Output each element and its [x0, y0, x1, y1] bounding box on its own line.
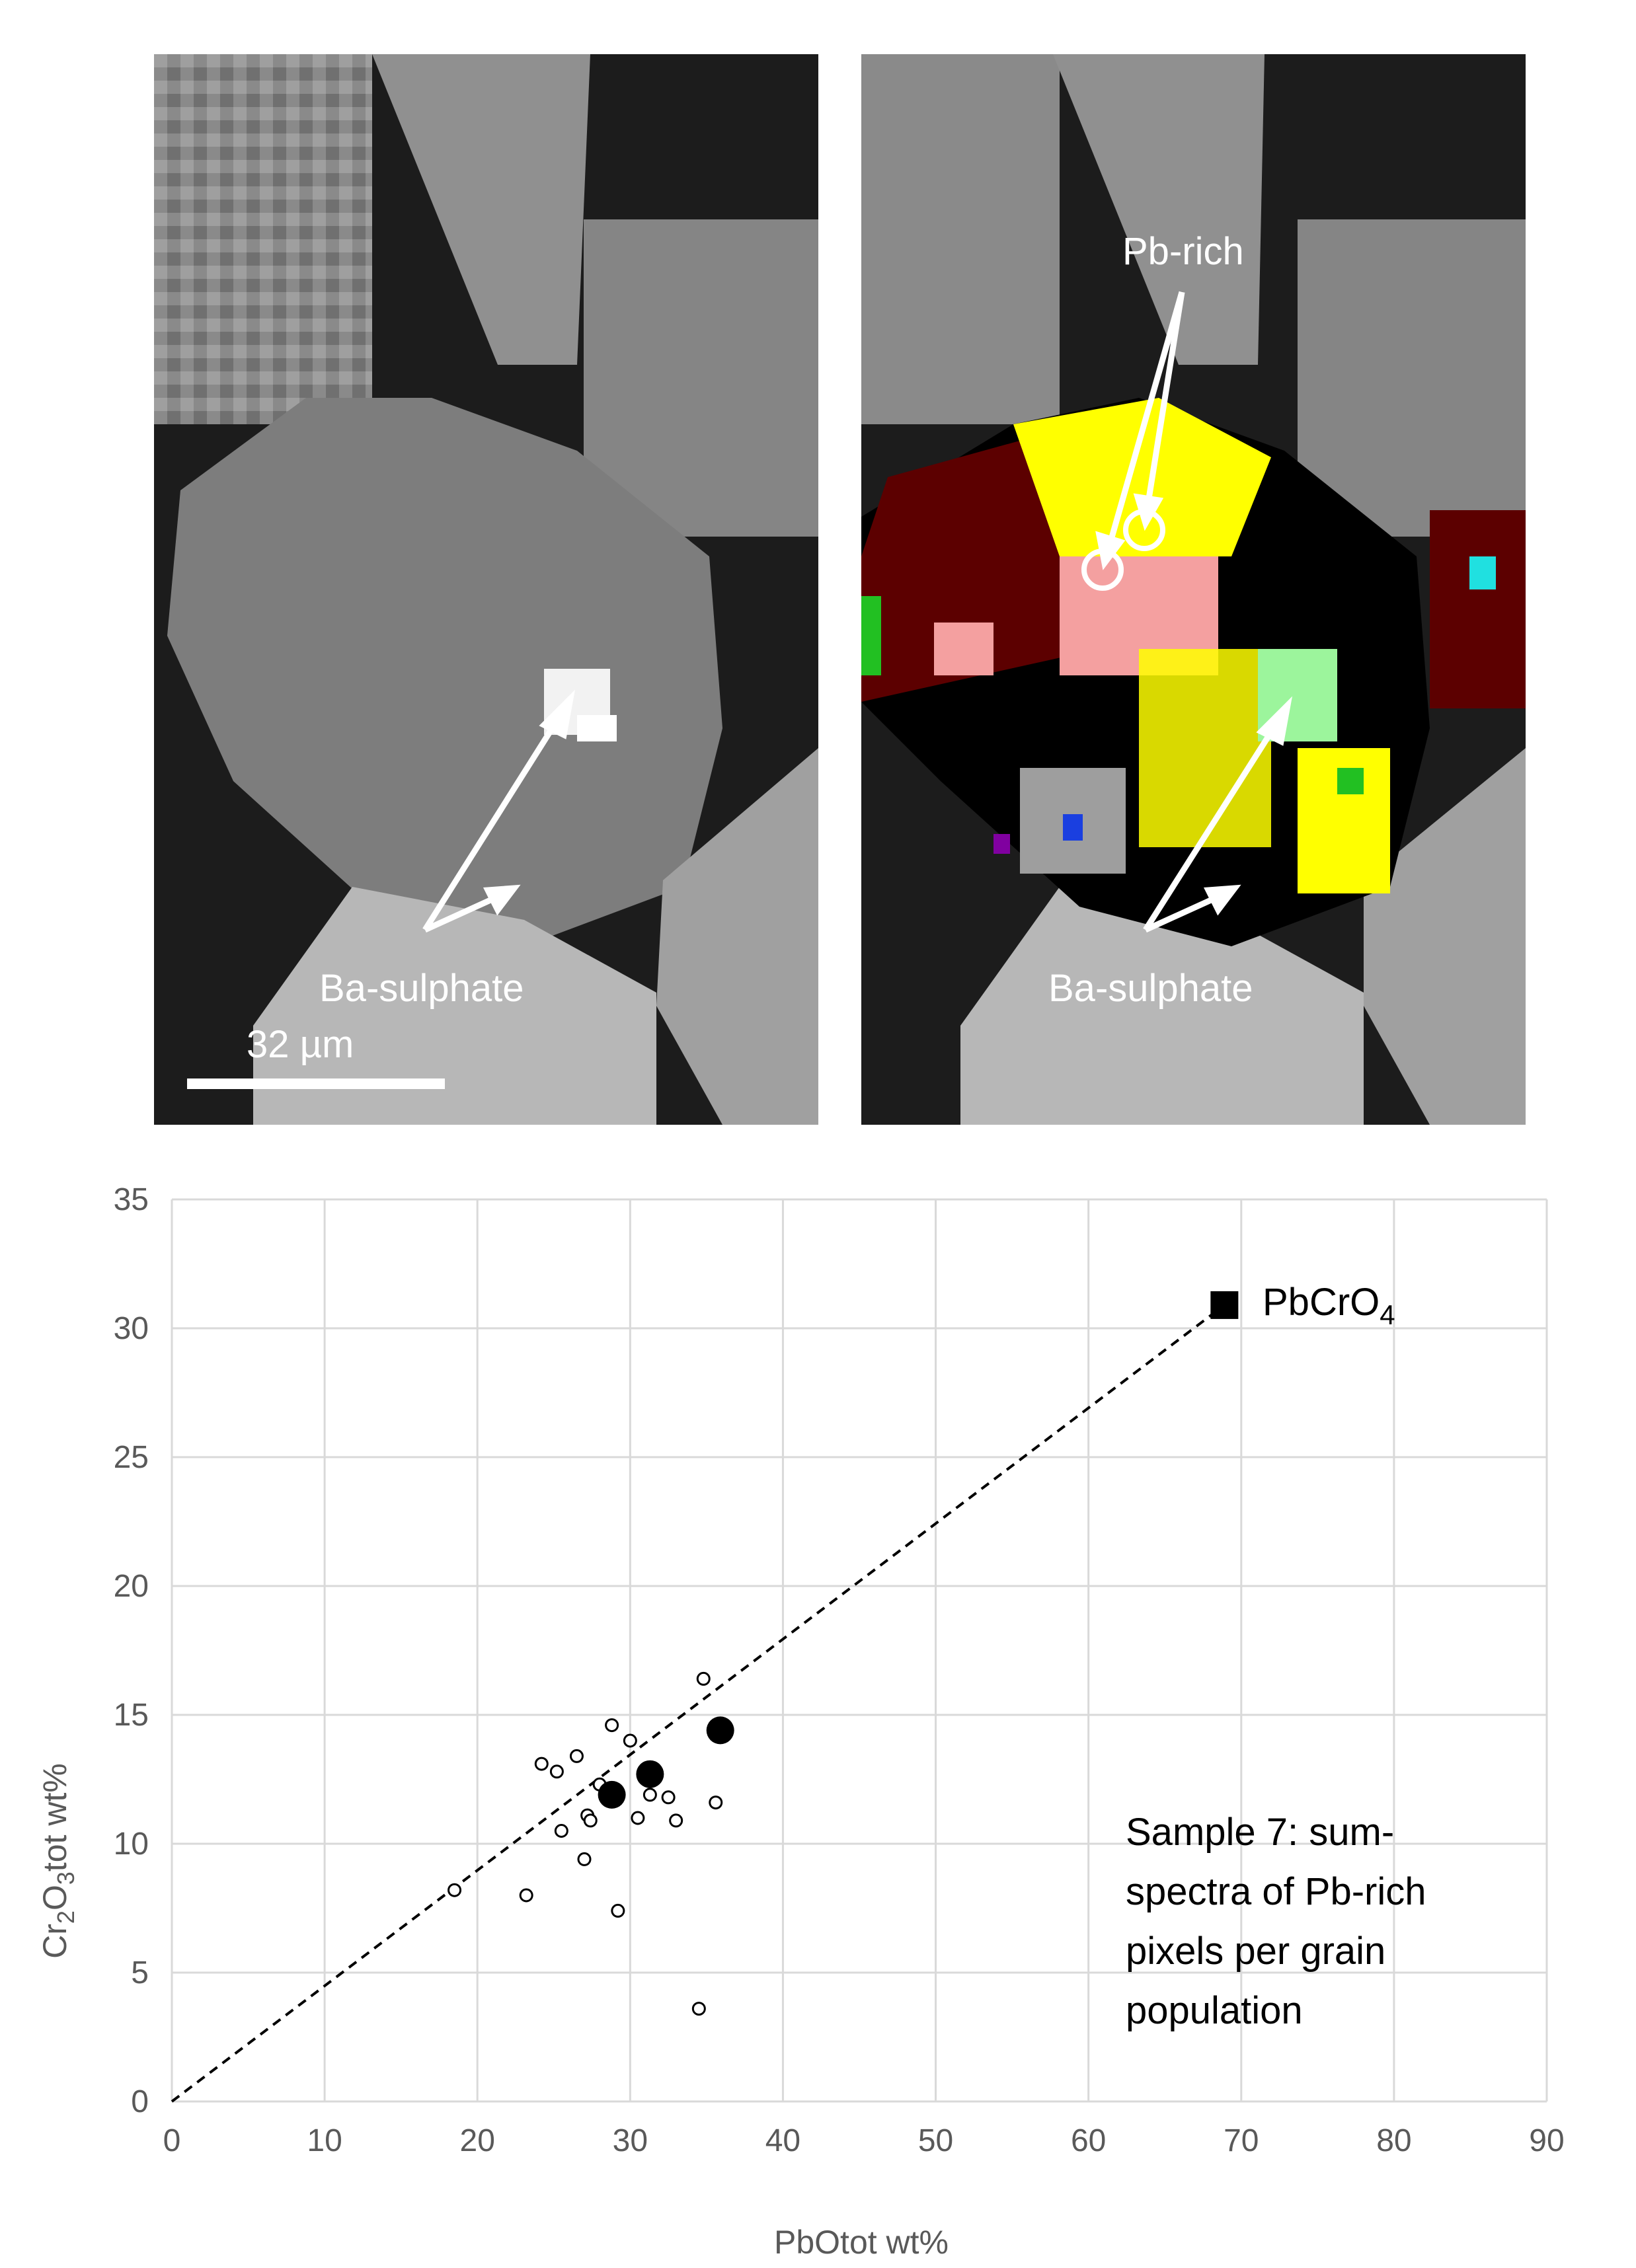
scatter-chart: 0 10 20 30 40 50 60 70 80 90 0 5 10 15 20 25 30 35 PbOto… [36, 1182, 1565, 2260]
point-square-0 [1210, 1291, 1239, 1319]
y-tick-label-1: 5 [131, 1955, 149, 1990]
y-tick-label-3: 15 [114, 1698, 149, 1733]
y-tick-label-2: 10 [114, 1827, 149, 1862]
point-large-0 [598, 1780, 626, 1809]
x-tick-label-2: 20 [460, 2123, 495, 2158]
x-tick-label-0: 0 [163, 2123, 181, 2158]
micrograph-left: Ba-sulphate 32 µm [154, 54, 818, 1125]
point-small-19 [696, 1671, 711, 1686]
x-tick-label-4: 40 [765, 2123, 800, 2158]
y-axis-title: Cr2O3tot wt% [36, 1763, 79, 1959]
y-tick-label-7: 35 [114, 1182, 149, 1217]
data-points [448, 1291, 1239, 2016]
point-small-0 [448, 1883, 462, 1897]
ba-sulphate-arrow-left [422, 689, 576, 933]
x-tick-label-3: 30 [613, 2123, 648, 2158]
point-small-16 [661, 1790, 676, 1805]
x-tick-label-8: 80 [1376, 2123, 1411, 2158]
x-tick-label-5: 50 [918, 2123, 953, 2158]
scale-bar [187, 1078, 445, 1089]
point-small-18 [691, 2002, 706, 2016]
ba-sulphate-label-left: Ba-sulphate [319, 967, 524, 1010]
point-small-11 [605, 1718, 619, 1733]
point-small-13 [623, 1733, 637, 1748]
point-small-3 [549, 1764, 564, 1779]
y-tick-label-4: 20 [114, 1569, 149, 1604]
x-tick-label-9: 90 [1529, 2123, 1564, 2158]
pb-rich-arrows [1095, 291, 1185, 570]
point-small-6 [577, 1852, 592, 1866]
y-tick-label-6: 30 [114, 1311, 149, 1346]
point-small-8 [583, 1813, 598, 1828]
point-small-14 [631, 1811, 645, 1825]
y-tick-label-5: 25 [114, 1440, 149, 1475]
x-tick-label-7: 70 [1224, 2123, 1259, 2158]
y-tick-label-0: 0 [131, 2084, 149, 2119]
chart-grid [171, 1198, 1548, 2103]
dashed-reference-line [171, 1304, 1226, 2103]
y-axis-ticks: 0 5 10 15 20 25 30 35 [114, 1182, 149, 2119]
point-large-1 [636, 1760, 664, 1788]
point-small-15 [643, 1788, 657, 1802]
point-small-5 [569, 1749, 584, 1763]
point-small-20 [709, 1796, 723, 1810]
pbcro4-label: PbCrO4 [1263, 1281, 1395, 1330]
point-small-17 [669, 1813, 683, 1828]
point-small-2 [534, 1757, 549, 1771]
sample-annotation: Sample 7: sum- spectra of Pb-rich pixels… [1126, 1811, 1437, 2032]
point-small-12 [611, 1903, 625, 1918]
x-axis-title: PbOtot wt% [774, 2224, 949, 2260]
micrograph-left-image [154, 54, 818, 1125]
scale-bar-label: 32 µm [247, 1023, 354, 1066]
point-small-4 [554, 1824, 568, 1838]
micrograph-right-image [861, 54, 1526, 1125]
x-axis-ticks: 0 10 20 30 40 50 60 70 80 90 [163, 2123, 1565, 2158]
x-tick-label-6: 60 [1071, 2123, 1106, 2158]
micrograph-right: Pb-rich Ba-sulphate [861, 54, 1526, 1125]
point-large-2 [706, 1716, 734, 1745]
ba-sulphate-arrow-right [1143, 696, 1293, 933]
ba-sulphate-label-right: Ba-sulphate [1048, 967, 1253, 1010]
x-tick-label-1: 10 [307, 2123, 342, 2158]
point-small-1 [519, 1888, 533, 1903]
pb-rich-label: Pb-rich [1122, 230, 1244, 273]
reference-line [171, 1304, 1226, 2103]
